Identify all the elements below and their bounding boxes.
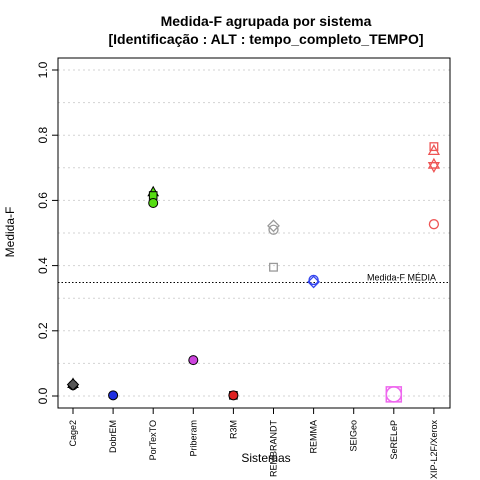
grid bbox=[58, 69, 450, 397]
x-tick-label: SeRELeP bbox=[389, 420, 399, 460]
chart-title: Medida-F agrupada por sistema bbox=[161, 13, 372, 29]
x-axis: Cage2 DobrEM PorTexTO Priberam R3M REMBRANDT R… bbox=[68, 408, 439, 479]
data-point bbox=[308, 274, 319, 286]
mean-line-label: Medida-F MÉDIA bbox=[367, 273, 436, 283]
data-points bbox=[66, 142, 441, 403]
data-point bbox=[188, 355, 199, 366]
data-point bbox=[427, 144, 441, 155]
y-tick-label: 0.4 bbox=[36, 257, 50, 274]
x-tick-label: Priberam bbox=[188, 420, 198, 457]
data-point bbox=[269, 262, 278, 272]
data-point bbox=[267, 219, 280, 233]
data-point bbox=[228, 390, 239, 401]
x-tick-label: PorTexTO bbox=[148, 420, 158, 460]
y-tick-label: 0.8 bbox=[36, 127, 50, 144]
x-tick-label: REMMA bbox=[309, 420, 319, 454]
data-point bbox=[148, 198, 159, 209]
data-point bbox=[108, 390, 119, 401]
plot-frame bbox=[57, 57, 451, 409]
data-point bbox=[66, 378, 80, 391]
x-tick-label: Cage2 bbox=[68, 420, 78, 447]
y-tick-label: 0.2 bbox=[36, 322, 50, 339]
data-point bbox=[427, 157, 441, 169]
data-point bbox=[428, 219, 440, 230]
x-tick-label: SEIGeo bbox=[349, 420, 359, 452]
data-point bbox=[427, 162, 441, 174]
y-axis-label: Medida-F bbox=[3, 207, 17, 258]
y-tick-label: 1.0 bbox=[36, 61, 50, 78]
chart-subtitle: [Identificação : ALT : tempo_completo_TE… bbox=[108, 31, 423, 47]
data-point bbox=[429, 142, 439, 152]
y-axis: 0.0 0.2 0.4 0.6 0.8 1.0 bbox=[36, 61, 58, 404]
data-point bbox=[268, 224, 279, 235]
y-tick-label: 0.6 bbox=[36, 192, 50, 209]
x-tick-label: R3M bbox=[228, 420, 238, 439]
x-axis-label: Sistemas bbox=[241, 451, 290, 465]
y-tick-label: 0.0 bbox=[36, 387, 50, 404]
x-tick-label: REMBRANDT bbox=[269, 420, 279, 478]
data-point bbox=[307, 275, 321, 289]
x-tick-label: DobrEM bbox=[108, 420, 118, 453]
data-point bbox=[385, 386, 403, 403]
x-tick-label: XIP-L2F/Xerox bbox=[429, 420, 439, 480]
